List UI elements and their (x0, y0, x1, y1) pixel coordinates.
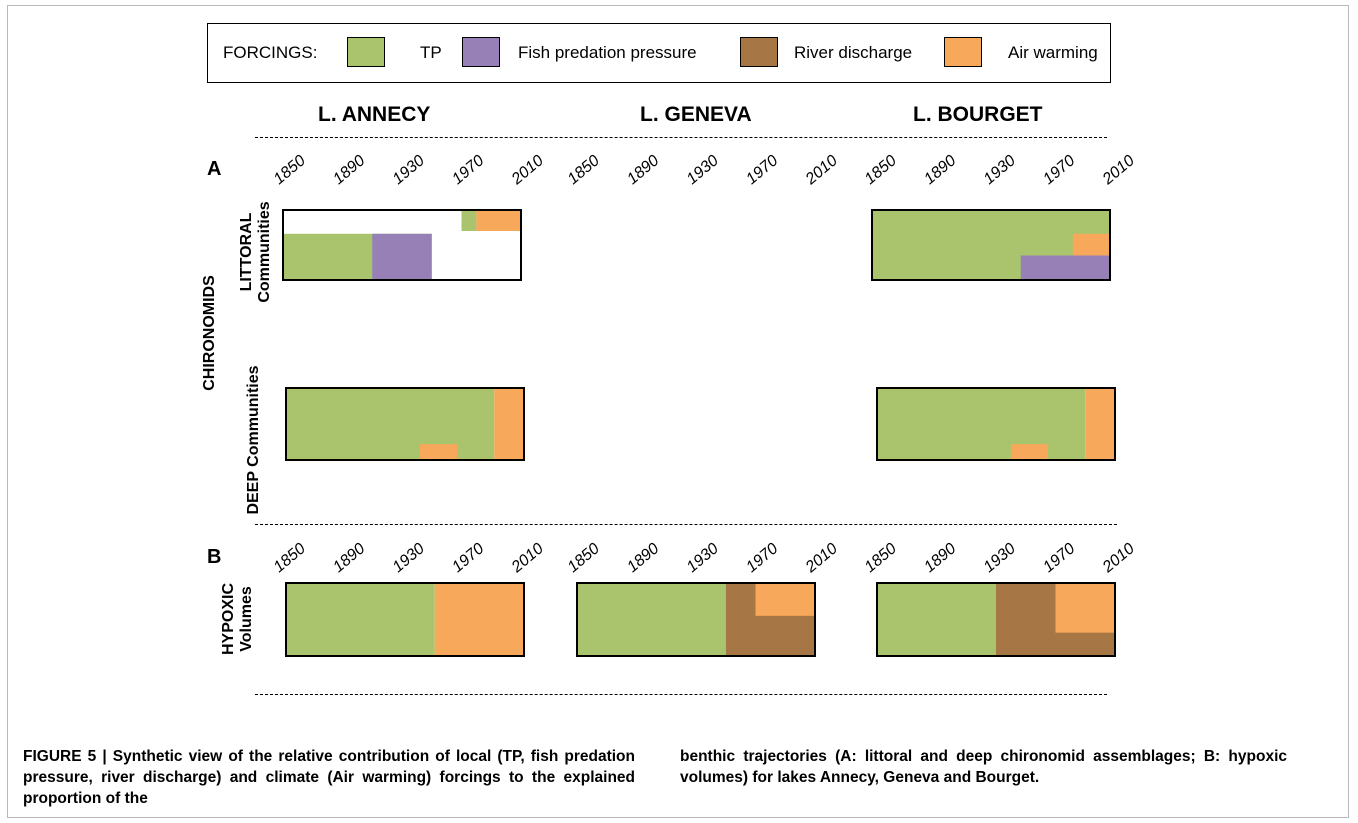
figure-frame (7, 5, 1349, 818)
block-hypoxic-l-geneva-tp-0 (577, 583, 726, 656)
tick-label-a-0-1970: 1970 (449, 152, 487, 188)
panel-label-b: B (207, 546, 222, 568)
divider-middle (255, 524, 1117, 525)
tick-label-b-0-1930: 1930 (390, 540, 428, 576)
block-deep-l-bourget-air-warming-2 (1010, 444, 1049, 460)
divider-top (255, 137, 1107, 138)
tick-label-a-1-1890: 1890 (624, 152, 662, 188)
tick-label-b-0-1850: 1850 (271, 540, 309, 576)
tick-label-b-2-1850: 1850 (862, 540, 900, 576)
caption-right: benthic trajectories (A: littoral and de… (680, 748, 1287, 786)
tick-label-b-0-1970: 1970 (449, 540, 487, 576)
tick-label-b-1-1930: 1930 (684, 540, 722, 576)
panel-frame-hypoxic-l-bourget (876, 582, 1116, 657)
panel-frame-hypoxic-l-geneva (576, 582, 816, 657)
block-littoral-l-annecy-air-warming-3 (476, 210, 521, 231)
block-littoral-l-annecy-tp-2 (461, 210, 477, 231)
panel-frame-deep-l-annecy (285, 387, 525, 461)
block-hypoxic-l-geneva-air-warming-2 (755, 583, 815, 616)
tick-label-b-0-2010: 2010 (508, 540, 547, 577)
tick-label-a-2-1970: 1970 (1040, 152, 1078, 188)
block-deep-l-annecy-tp-0 (286, 388, 495, 460)
tick-label-b-1-1850: 1850 (565, 540, 603, 576)
panel-frame-littoral-l-annecy (282, 209, 522, 281)
tick-label-a-2-1930: 1930 (981, 152, 1019, 188)
divider-bottom (255, 694, 1107, 695)
tick-label-b-0-1890: 1890 (330, 540, 368, 576)
tick-label-a-1-2010: 2010 (802, 152, 841, 189)
tick-label-b-1-1890: 1890 (624, 540, 662, 576)
block-deep-l-annecy-air-warming-1 (494, 388, 524, 460)
legend-label-river: River discharge (794, 43, 913, 62)
tick-label-b-2-2010: 2010 (1099, 540, 1138, 577)
tick-label-a-2-1890: 1890 (921, 152, 959, 188)
lake-label-bourget: L. BOURGET (913, 103, 1043, 126)
lake-label-geneva: L. GENEVA (640, 103, 752, 126)
tick-label-a-0-1890: 1890 (330, 152, 368, 188)
panel-frame-deep-l-bourget (876, 387, 1116, 461)
legend: FORCINGS: TP Fish predation pressure Riv… (207, 23, 1111, 83)
tick-label-b-2-1890: 1890 (921, 540, 959, 576)
block-littoral-l-annecy-fish-predation-pressure-1 (372, 233, 432, 280)
legend-label-fish: Fish predation pressure (518, 43, 697, 62)
tick-label-b-1-2010: 2010 (802, 540, 841, 577)
panel-frame-littoral-l-bourget (871, 209, 1111, 281)
block-hypoxic-l-bourget-tp-0 (877, 583, 996, 656)
block-hypoxic-l-annecy-air-warming-1 (434, 583, 524, 656)
block-deep-l-bourget-tp-0 (877, 388, 1086, 460)
tick-label-b-1-1970: 1970 (743, 540, 781, 576)
tick-label-a-0-1850: 1850 (271, 152, 309, 188)
legend-label-tp: TP (420, 43, 442, 62)
lake-label-annecy: L. ANNECY (318, 103, 431, 126)
legend-swatch-river (740, 37, 778, 67)
tick-label-a-1-1850: 1850 (565, 152, 603, 188)
tick-label-a-1-1970: 1970 (743, 152, 781, 188)
block-deep-l-bourget-air-warming-1 (1085, 388, 1115, 460)
tick-label-b-2-1930: 1930 (981, 540, 1019, 576)
tick-label-a-2-1850: 1850 (862, 152, 900, 188)
legend-title: FORCINGS: (223, 43, 318, 62)
block-hypoxic-l-annecy-tp-0 (286, 583, 435, 656)
block-hypoxic-l-bourget-air-warming-2 (1055, 583, 1115, 633)
tick-label-a-0-1930: 1930 (390, 152, 428, 188)
legend-swatch-air (944, 37, 982, 67)
tick-label-b-2-1970: 1970 (1040, 540, 1078, 576)
tick-label-a-1-1930: 1930 (684, 152, 722, 188)
legend-swatch-tp (347, 37, 385, 67)
tick-label-a-2-2010: 2010 (1099, 152, 1138, 189)
legend-swatch-fish (462, 37, 500, 67)
legend-label-air: Air warming (1008, 43, 1098, 62)
block-littoral-l-bourget-air-warming-1 (1072, 233, 1110, 256)
tick-label-a-0-2010: 2010 (508, 152, 547, 189)
panel-frame-hypoxic-l-annecy (285, 582, 525, 657)
panel-label-a: A (207, 158, 222, 180)
caption-left: FIGURE 5 | Synthetic view of the relativ… (23, 748, 635, 807)
block-deep-l-annecy-air-warming-2 (419, 444, 458, 460)
block-littoral-l-bourget-fish-predation-pressure-2 (1020, 255, 1110, 280)
